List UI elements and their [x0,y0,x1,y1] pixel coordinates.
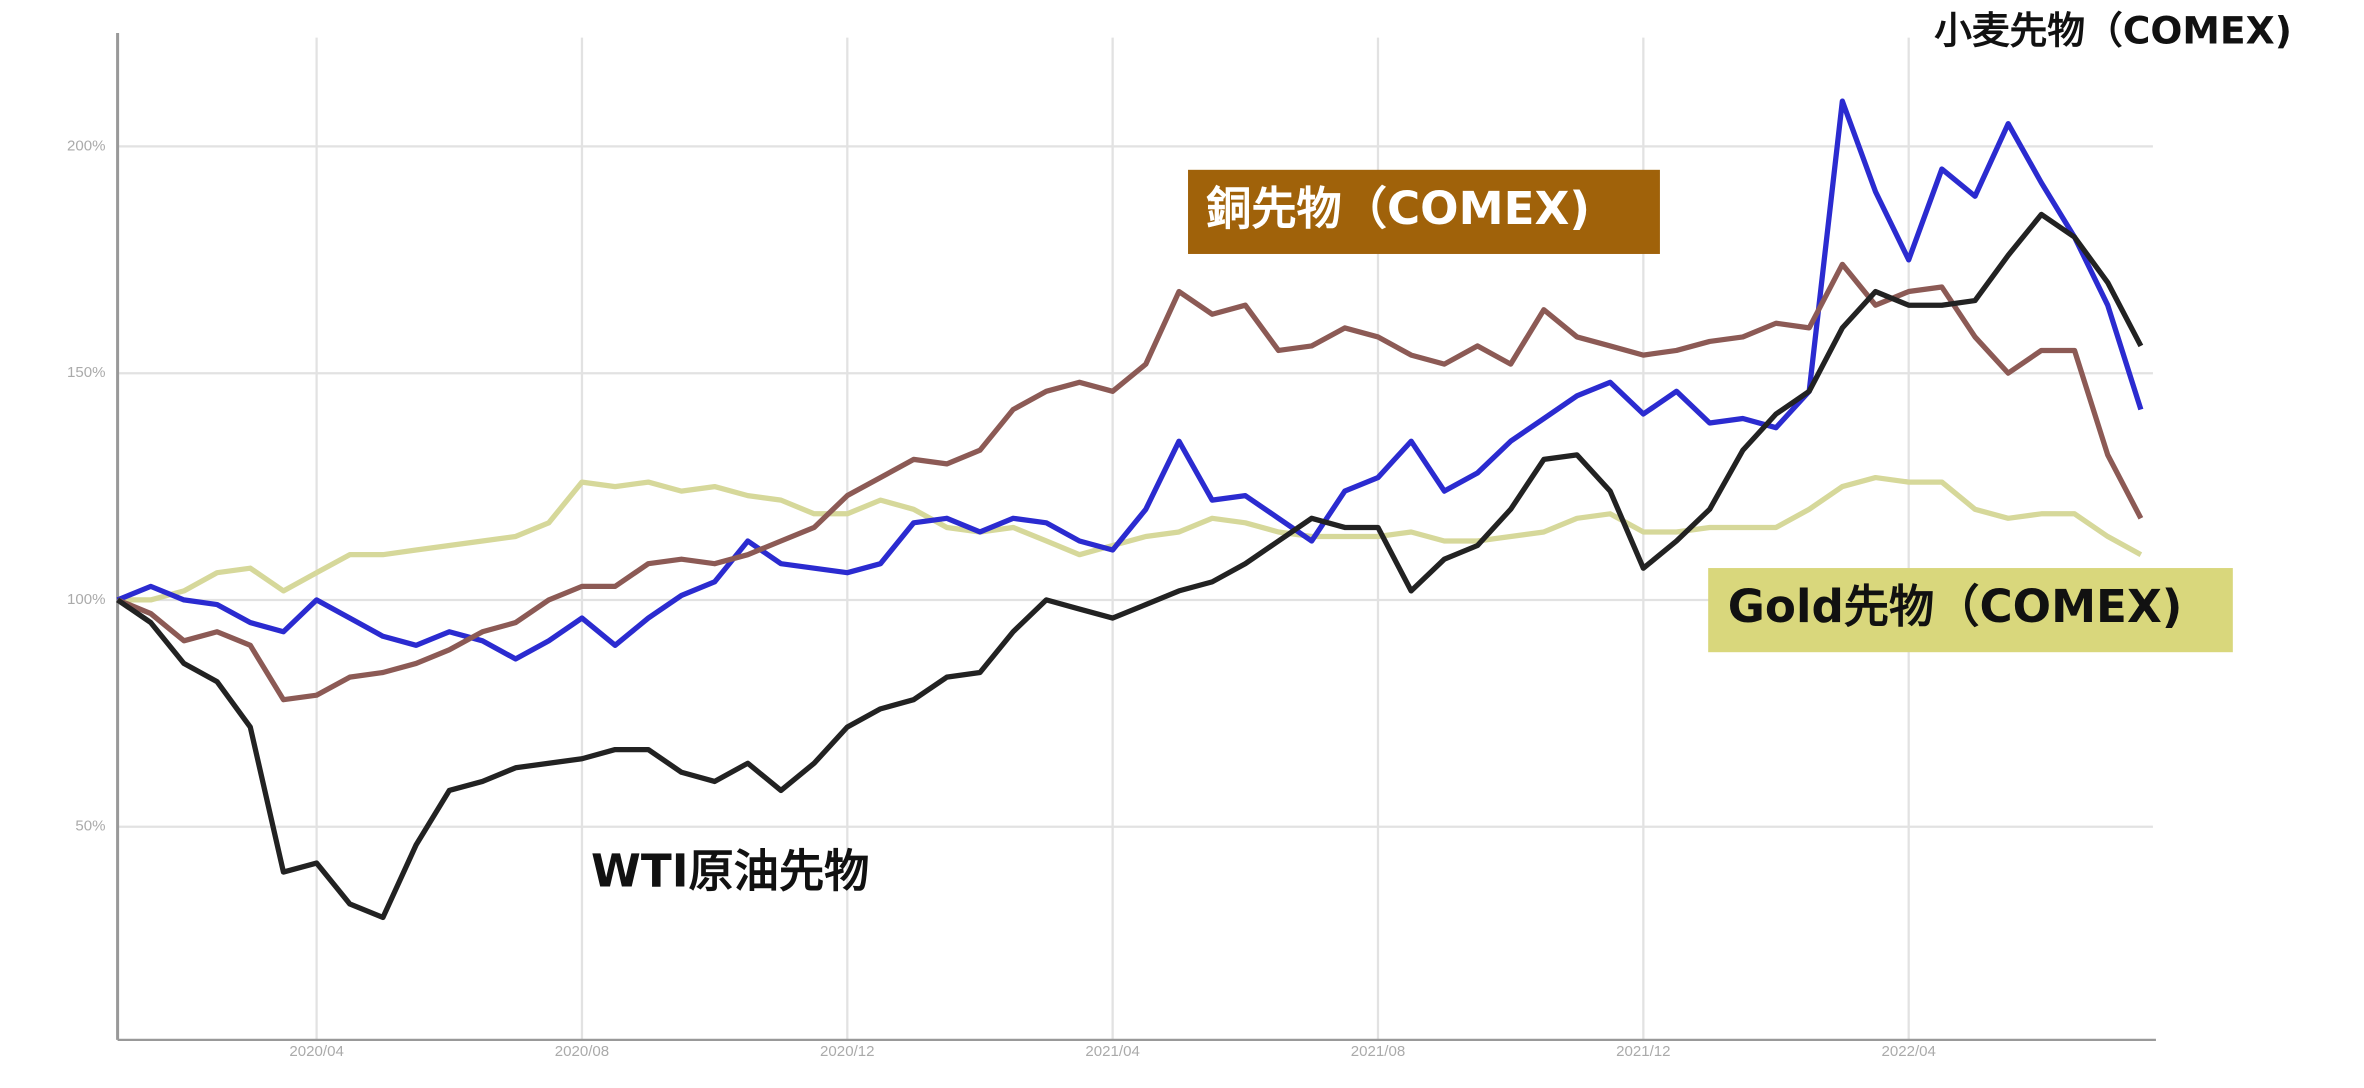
x-tick-label: 2020/12 [820,1043,874,1060]
series-label: 銅先物（COMEX) [1206,182,1590,235]
x-tick-label: 2020/08 [555,1043,609,1060]
label-box [1188,169,1660,254]
x-tick-label: 2021/04 [1085,1043,1139,1060]
series-label: Gold先物（COMEX) [1728,580,2183,633]
series-line [116,211,2144,921]
y-tick-label: 200% [67,137,106,154]
label-box [1708,568,2233,653]
y-tick-label: 50% [75,818,105,835]
series-line [116,261,2144,703]
x-tick-label: 2021/08 [1351,1043,1405,1060]
y-tick-label: 150% [67,364,106,381]
x-tick-label: 2021/12 [1616,1043,1670,1060]
x-tick-label: 2022/04 [1881,1043,1935,1060]
series-line [117,474,2143,603]
series-label: WTI原油先物 [591,845,869,898]
series-label: 小麦先物（COMEX) [1934,9,2292,53]
y-tick-label: 100% [67,591,106,608]
x-tick-label: 2020/04 [289,1043,343,1060]
